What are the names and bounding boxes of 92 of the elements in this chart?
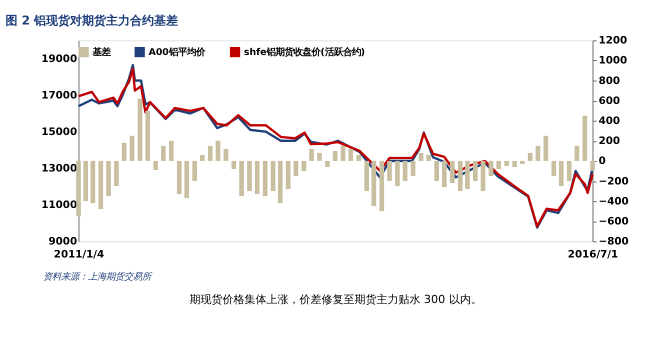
y2-tick-label: 0 bbox=[598, 155, 606, 168]
bar bbox=[395, 160, 400, 186]
bar bbox=[379, 160, 384, 212]
x-tick-label: 2011/1/4 bbox=[54, 248, 104, 261]
bar bbox=[317, 152, 322, 161]
bar bbox=[114, 160, 119, 186]
bar bbox=[332, 150, 338, 161]
y2-tick-label: 800 bbox=[598, 74, 620, 87]
bar bbox=[83, 160, 88, 202]
bar bbox=[418, 152, 424, 161]
bar bbox=[130, 136, 134, 161]
bar bbox=[528, 152, 533, 161]
bar bbox=[294, 160, 298, 176]
bar bbox=[458, 160, 463, 192]
legend-label: A00铝平均价 bbox=[148, 46, 206, 58]
bar bbox=[200, 154, 205, 161]
y-tick-label: 11000 bbox=[41, 199, 78, 212]
bar bbox=[426, 154, 432, 161]
bar bbox=[208, 146, 213, 161]
bar bbox=[544, 136, 548, 161]
bar bbox=[402, 160, 408, 182]
bar bbox=[582, 116, 588, 161]
bar bbox=[90, 160, 96, 204]
bar bbox=[450, 160, 455, 184]
bar bbox=[254, 160, 260, 194]
bar bbox=[551, 160, 556, 176]
bar bbox=[247, 160, 252, 192]
bar bbox=[325, 160, 330, 167]
bar bbox=[224, 148, 228, 161]
y2-tick-label: 200 bbox=[598, 135, 620, 148]
bar bbox=[192, 160, 197, 182]
bar bbox=[216, 140, 220, 161]
bar bbox=[145, 110, 150, 161]
y-tick-label: 17000 bbox=[41, 89, 78, 102]
bar bbox=[356, 154, 362, 161]
y-tick-label: 9000 bbox=[48, 236, 78, 248]
bar bbox=[184, 160, 190, 198]
bar bbox=[168, 140, 174, 161]
y2-tick-label: 1200 bbox=[598, 34, 628, 47]
bar bbox=[153, 160, 158, 170]
bar bbox=[434, 160, 439, 182]
bar bbox=[176, 160, 182, 194]
y2-tick-label: 600 bbox=[598, 94, 620, 107]
bar bbox=[138, 98, 142, 161]
bar bbox=[98, 160, 104, 210]
bar bbox=[161, 146, 166, 161]
y-tick-label: 15000 bbox=[41, 126, 78, 138]
bar bbox=[387, 160, 392, 182]
bar bbox=[512, 160, 517, 167]
bar bbox=[520, 160, 525, 164]
bar bbox=[496, 160, 502, 169]
bar bbox=[473, 160, 478, 182]
text: 资料来源：上海期货交易所 bbox=[42, 272, 153, 283]
legend-label: shfe铝期货收盘价(活跃合约) bbox=[244, 46, 366, 58]
bar bbox=[410, 160, 416, 176]
bar bbox=[76, 160, 81, 216]
bar bbox=[232, 160, 236, 169]
y2-tick-label: 400 bbox=[598, 115, 620, 128]
bar bbox=[302, 160, 306, 171]
bar bbox=[465, 160, 470, 190]
bar bbox=[348, 148, 354, 161]
bar bbox=[239, 160, 244, 196]
y-tick-label: 19000 bbox=[41, 52, 78, 65]
chart-title: 图 2 铝现货对期货主力合约基差 bbox=[5, 13, 178, 28]
bar bbox=[278, 160, 283, 204]
bar bbox=[442, 160, 447, 188]
y2-tick-label: −800 bbox=[598, 236, 629, 248]
bar bbox=[270, 160, 276, 192]
bar bbox=[122, 142, 126, 161]
bar bbox=[574, 146, 580, 161]
legend-label: 基差 bbox=[92, 46, 111, 58]
bar bbox=[504, 160, 509, 166]
bar bbox=[488, 160, 494, 176]
y-tick-label: 13000 bbox=[41, 162, 78, 175]
y2-tick-label: −400 bbox=[598, 195, 629, 208]
bar bbox=[480, 160, 486, 192]
bar bbox=[536, 146, 540, 161]
bar bbox=[364, 160, 369, 192]
bar bbox=[566, 160, 572, 182]
bar bbox=[309, 148, 314, 161]
y2-tick-label: −200 bbox=[598, 175, 629, 188]
bar bbox=[590, 160, 595, 171]
bar bbox=[558, 160, 564, 186]
y2-tick-label: −600 bbox=[598, 215, 629, 228]
y2-tick-label: 1000 bbox=[598, 54, 628, 67]
bar bbox=[286, 160, 291, 190]
text: 期现货价格集体上涨，价差修复至期货主力贴水 300 以内。 bbox=[189, 292, 482, 306]
x-tick-label: 2016/7/1 bbox=[568, 248, 618, 261]
bar bbox=[372, 160, 376, 206]
bar bbox=[340, 146, 346, 161]
bar bbox=[106, 160, 111, 196]
bar bbox=[262, 160, 268, 196]
